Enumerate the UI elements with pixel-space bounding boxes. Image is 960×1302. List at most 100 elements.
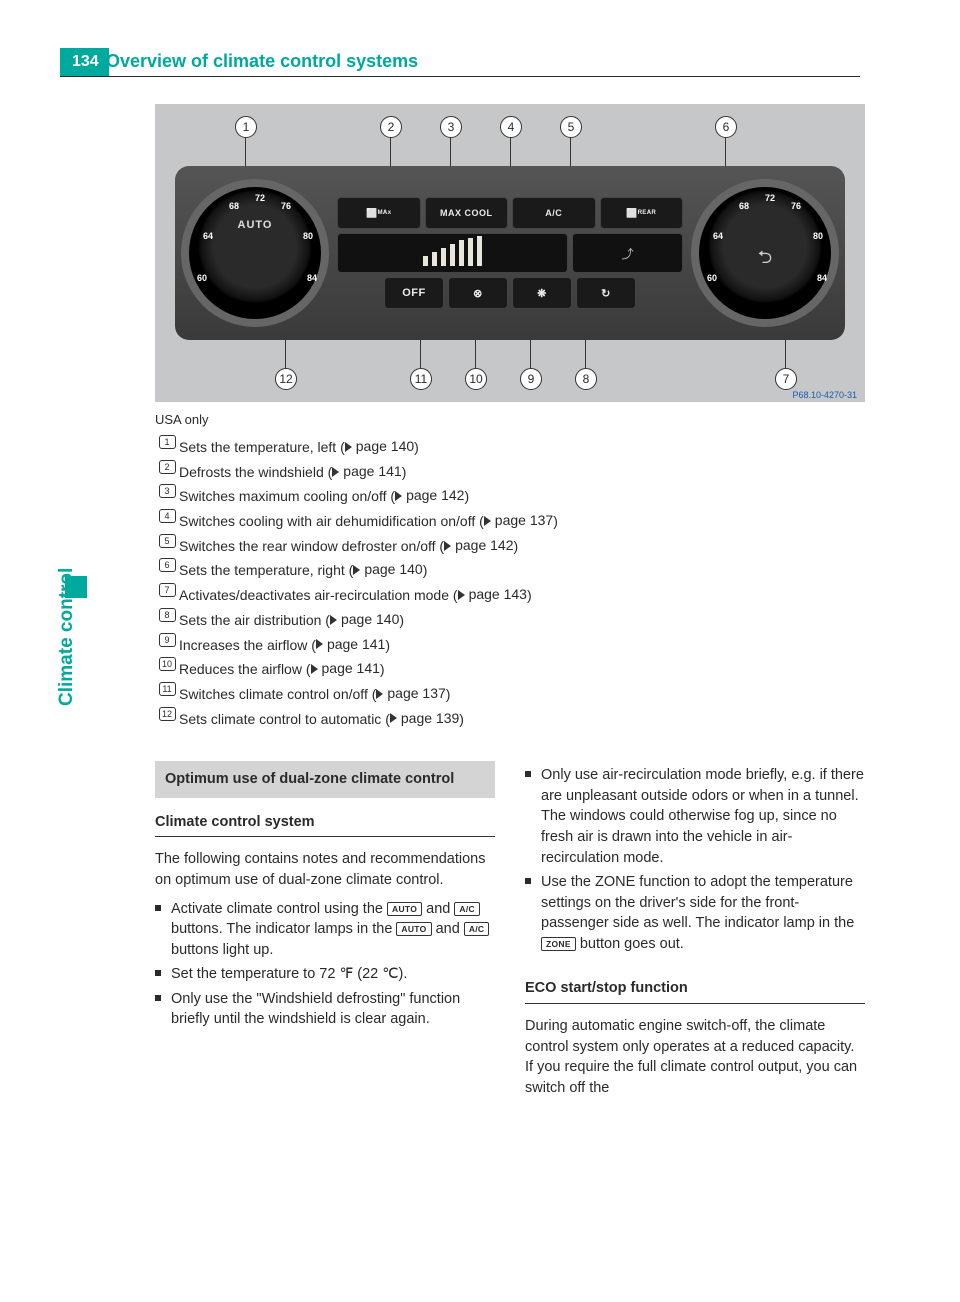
header-rule (60, 76, 860, 77)
airflow-bars (337, 233, 568, 273)
page-ref: page 140 (353, 558, 422, 582)
bullet-set-temp: Set the temperature to 72 ℉ (22 ℃). (155, 964, 495, 985)
callout-definitions: 1Sets the temperature, left (page 140)2D… (155, 435, 865, 731)
callout-4: 4 (500, 116, 522, 138)
rear-defrost-button[interactable]: ⬜ᴿᴱᴬᴿ (600, 197, 684, 229)
page-ref: page 140 (345, 435, 414, 459)
callout-2: 2 (380, 116, 402, 138)
callout-12: 12 (275, 368, 297, 390)
def-row: 5Switches the rear window defroster on/o… (155, 534, 865, 559)
max-cool-button[interactable]: MAX COOL (425, 197, 509, 229)
side-tab-label: Climate control (56, 568, 78, 706)
eco-heading: ECO start/stop function (525, 978, 865, 1004)
control-panel: AUTO 60 64 68 72 76 80 84 ⬜ᴹᴬˣ MAX COOL … (175, 166, 845, 340)
callout-9: 9 (520, 368, 542, 390)
climate-control-diagram: 1 2 3 4 5 6 AUTO 60 64 68 72 76 80 84 ⬜ᴹ (155, 104, 865, 402)
section-title: Overview of climate control systems (106, 51, 418, 72)
def-row: 2Defrosts the windshield (page 141) (155, 460, 865, 485)
def-row: 7Activates/deactivates air-recirculation… (155, 583, 865, 608)
auto-inline-icon-2: AUTO (396, 922, 431, 936)
def-symbol: 1 (155, 435, 179, 449)
def-text: Increases the airflow (page 141) (179, 633, 865, 658)
def-row: 1Sets the temperature, left (page 140) (155, 435, 865, 460)
page-ref: page 137 (484, 509, 553, 533)
airflow-down-button[interactable]: ⊗ (448, 277, 508, 309)
diagram-caption: USA only (155, 412, 865, 427)
def-text: Activates/deactivates air-recirculation … (179, 583, 865, 608)
grey-heading: Optimum use of dual-zone climate control (155, 761, 495, 798)
def-text: Sets the temperature, left (page 140) (179, 435, 865, 460)
zone-inline-icon: ZONE (541, 937, 576, 951)
callout-1: 1 (235, 116, 257, 138)
center-buttons: ⬜ᴹᴬˣ MAX COOL A/C ⬜ᴿᴱᴬᴿ ⤴ OFF ⊗ ❋ ↻ (329, 166, 691, 340)
def-symbol: 6 (155, 558, 179, 572)
bullet-defrost: Only use the "Windshield defrosting" fun… (155, 989, 495, 1030)
callout-6: 6 (715, 116, 737, 138)
right-column: Only use air-recirculation mode briefly,… (525, 761, 865, 1098)
ac-inline-icon: A/C (454, 902, 480, 916)
def-row: 6Sets the temperature, right (page 140) (155, 558, 865, 583)
callout-8: 8 (575, 368, 597, 390)
auto-inline-icon: AUTO (387, 902, 422, 916)
def-text: Reduces the airflow (page 141) (179, 657, 865, 682)
callout-7: 7 (775, 368, 797, 390)
def-text: Defrosts the windshield (page 141) (179, 460, 865, 485)
left-temp-dial[interactable]: AUTO 60 64 68 72 76 80 84 (181, 179, 329, 327)
intro-para: The following contains notes and recomme… (155, 849, 495, 890)
def-row: 12Sets climate control to automatic (pag… (155, 707, 865, 732)
def-symbol: 9 (155, 633, 179, 647)
ac-inline-icon-2: A/C (464, 922, 490, 936)
eco-para: During automatic engine switch-off, the … (525, 1016, 865, 1098)
recirculation-icon: ⮌ (758, 245, 772, 275)
body-columns: Optimum use of dual-zone climate control… (155, 761, 865, 1098)
page-ref: page 137 (376, 682, 445, 706)
def-row: 10Reduces the airflow (page 141) (155, 657, 865, 682)
page-ref: page 139 (390, 707, 459, 731)
callout-5: 5 (560, 116, 582, 138)
def-symbol: 12 (155, 707, 179, 721)
air-distribution-display: ⤴ (572, 233, 683, 273)
def-text: Switches cooling with air dehumidificati… (179, 509, 865, 534)
def-symbol: 7 (155, 583, 179, 597)
bullet-activate: Activate climate control using the AUTO … (155, 899, 495, 961)
def-row: 11Switches climate control on/off (page … (155, 682, 865, 707)
off-button[interactable]: OFF (384, 277, 444, 309)
def-text: Switches climate control on/off (page 13… (179, 682, 865, 707)
def-text: Switches maximum cooling on/off (page 14… (179, 484, 865, 509)
right-temp-dial[interactable]: ⮌ 60 64 68 72 76 80 84 (691, 179, 839, 327)
def-row: 4Switches cooling with air dehumidificat… (155, 509, 865, 534)
callout-3: 3 (440, 116, 462, 138)
left-column: Optimum use of dual-zone climate control… (155, 761, 495, 1098)
airflow-up-button[interactable]: ❋ (512, 277, 572, 309)
def-text: Sets the air distribution (page 140) (179, 608, 865, 633)
page-number: 134 (60, 48, 109, 76)
page-ref: page 143 (458, 583, 527, 607)
bullet-recirc: Only use air-recirculation mode briefly,… (525, 765, 865, 868)
def-text: Sets climate control to automatic (page … (179, 707, 865, 732)
def-symbol: 2 (155, 460, 179, 474)
def-symbol: 8 (155, 608, 179, 622)
page-ref: page 141 (311, 657, 380, 681)
page-ref: page 142 (444, 534, 513, 558)
def-text: Sets the temperature, right (page 140) (179, 558, 865, 583)
sub-heading: Climate control system (155, 812, 495, 838)
def-text: Switches the rear window defroster on/of… (179, 534, 865, 559)
air-distribution-button[interactable]: ↻ (576, 277, 636, 309)
def-symbol: 4 (155, 509, 179, 523)
def-row: 8Sets the air distribution (page 140) (155, 608, 865, 633)
page-ref: page 142 (395, 484, 464, 508)
callout-10: 10 (465, 368, 487, 390)
page-ref: page 140 (330, 608, 399, 632)
def-symbol: 3 (155, 484, 179, 498)
ac-button[interactable]: A/C (512, 197, 596, 229)
def-symbol: 10 (155, 657, 179, 671)
def-symbol: 11 (155, 682, 179, 696)
bullet-zone: Use the ZONE function to adopt the tempe… (525, 872, 865, 954)
page-content: 1 2 3 4 5 6 AUTO 60 64 68 72 76 80 84 ⬜ᴹ (155, 104, 865, 1098)
defrost-max-button[interactable]: ⬜ᴹᴬˣ (337, 197, 421, 229)
def-row: 9Increases the airflow (page 141) (155, 633, 865, 658)
def-symbol: 5 (155, 534, 179, 548)
auto-label: AUTO (238, 219, 273, 231)
def-row: 3Switches maximum cooling on/off (page 1… (155, 484, 865, 509)
page-ref: page 141 (332, 460, 401, 484)
